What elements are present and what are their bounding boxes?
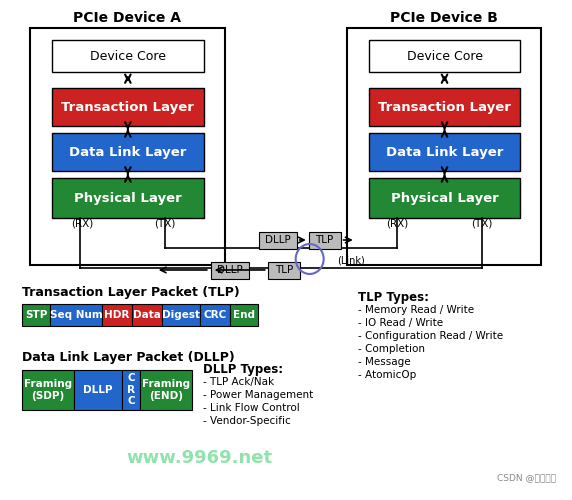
Text: (Link): (Link) — [337, 256, 364, 266]
FancyBboxPatch shape — [162, 304, 200, 326]
FancyBboxPatch shape — [368, 88, 521, 126]
Text: www.9969.net: www.9969.net — [127, 449, 273, 467]
FancyBboxPatch shape — [368, 40, 521, 72]
Text: (TX): (TX) — [471, 218, 492, 228]
Text: PCIe Device A: PCIe Device A — [73, 11, 181, 25]
Text: (TX): (TX) — [154, 218, 176, 228]
Text: DLLP: DLLP — [217, 265, 243, 275]
Text: - Link Flow Control: - Link Flow Control — [203, 403, 300, 413]
Text: - AtomicOp: - AtomicOp — [358, 370, 416, 380]
Text: - Message: - Message — [358, 357, 410, 367]
Text: - Power Management: - Power Management — [203, 390, 313, 400]
FancyBboxPatch shape — [140, 370, 192, 410]
FancyBboxPatch shape — [52, 88, 204, 126]
Text: DLLP Types:: DLLP Types: — [203, 364, 283, 376]
FancyBboxPatch shape — [122, 370, 140, 410]
Text: - Configuration Read / Write: - Configuration Read / Write — [358, 331, 503, 341]
Text: TLP Types:: TLP Types: — [358, 292, 428, 304]
Text: (RX): (RX) — [71, 218, 93, 228]
FancyBboxPatch shape — [30, 28, 225, 265]
Text: Data: Data — [133, 310, 161, 320]
FancyBboxPatch shape — [368, 133, 521, 171]
Text: STP: STP — [25, 310, 47, 320]
Text: - Vendor-Specific: - Vendor-Specific — [203, 416, 291, 426]
FancyBboxPatch shape — [211, 262, 249, 279]
FancyBboxPatch shape — [309, 232, 341, 249]
Text: Data Link Layer Packet (DLLP): Data Link Layer Packet (DLLP) — [22, 352, 235, 364]
Text: Device Core: Device Core — [407, 50, 483, 62]
FancyBboxPatch shape — [74, 370, 122, 410]
Text: Physical Layer: Physical Layer — [74, 192, 182, 204]
Text: Physical Layer: Physical Layer — [391, 192, 498, 204]
Text: Data Link Layer: Data Link Layer — [386, 146, 503, 158]
Text: TLP: TLP — [316, 235, 334, 245]
Text: - IO Read / Write: - IO Read / Write — [358, 318, 443, 328]
FancyBboxPatch shape — [52, 40, 204, 72]
Text: CSDN @我要暴富: CSDN @我要暴富 — [498, 474, 557, 482]
Text: TLP: TLP — [275, 265, 293, 275]
Text: PCIe Device B: PCIe Device B — [390, 11, 498, 25]
FancyBboxPatch shape — [22, 370, 74, 410]
FancyBboxPatch shape — [259, 232, 297, 249]
Text: CRC: CRC — [203, 310, 227, 320]
Text: Data Link Layer: Data Link Layer — [69, 146, 186, 158]
Text: - Memory Read / Write: - Memory Read / Write — [358, 305, 474, 315]
Text: - Completion: - Completion — [358, 344, 424, 354]
Text: Transaction Layer: Transaction Layer — [61, 100, 194, 114]
Text: Framing
(SDP): Framing (SDP) — [24, 379, 72, 400]
FancyBboxPatch shape — [230, 304, 258, 326]
Text: End: End — [233, 310, 255, 320]
Text: Seq Num: Seq Num — [50, 310, 102, 320]
Text: - TLP Ack/Nak: - TLP Ack/Nak — [203, 377, 274, 387]
FancyBboxPatch shape — [200, 304, 230, 326]
FancyBboxPatch shape — [102, 304, 132, 326]
Text: C
R
C: C R C — [127, 374, 135, 406]
Text: HDR: HDR — [104, 310, 130, 320]
FancyBboxPatch shape — [347, 28, 542, 265]
Text: (RX): (RX) — [387, 218, 409, 228]
FancyBboxPatch shape — [268, 262, 300, 279]
Text: Digest: Digest — [162, 310, 200, 320]
FancyBboxPatch shape — [22, 304, 50, 326]
FancyBboxPatch shape — [368, 178, 521, 218]
Text: Framing
(END): Framing (END) — [142, 379, 190, 400]
FancyBboxPatch shape — [50, 304, 102, 326]
FancyBboxPatch shape — [52, 178, 204, 218]
Text: Transaction Layer: Transaction Layer — [378, 100, 511, 114]
FancyBboxPatch shape — [52, 133, 204, 171]
Text: Device Core: Device Core — [90, 50, 166, 62]
Text: DLLP: DLLP — [265, 235, 291, 245]
FancyBboxPatch shape — [132, 304, 162, 326]
Text: DLLP: DLLP — [83, 385, 113, 395]
Text: Transaction Layer Packet (TLP): Transaction Layer Packet (TLP) — [22, 286, 240, 300]
